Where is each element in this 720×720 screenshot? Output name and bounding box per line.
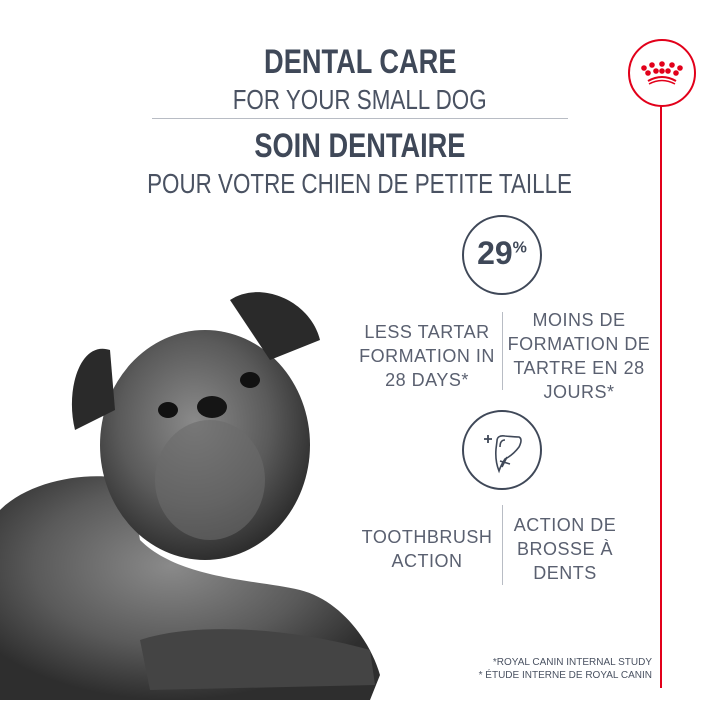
footnote-en: *ROYAL CANIN INTERNAL STUDY <box>492 657 652 668</box>
stat-circle: 29% <box>462 215 542 295</box>
royal-canin-logo <box>628 39 696 107</box>
stat-value: 29% <box>477 235 527 271</box>
benefit-2-fr: ACTION DE BROSSE À DENTS <box>513 515 617 583</box>
tooth-plus-icon <box>462 410 542 490</box>
footnote-fr: * ÉTUDE INTERNE DE ROYAL CANIN <box>478 670 652 681</box>
column-divider <box>502 312 503 390</box>
subtitle-fr: POUR VOTRE CHIEN DE PETITE TAILLE <box>147 168 573 199</box>
dog-photo <box>0 292 380 700</box>
brand-line <box>660 106 662 688</box>
benefit-1-fr: MOINS DE FORMATION DE TARTRE EN 28 JOURS* <box>507 310 651 402</box>
title-fr: SOIN DENTAIRE <box>254 127 466 165</box>
divider <box>152 118 568 119</box>
subtitle-en: FOR YOUR SMALL DOG <box>233 84 487 115</box>
title-en: DENTAL CARE <box>263 43 457 81</box>
benefit-1-en: LESS TARTAR FORMATION IN 28 DAYS* <box>359 322 495 390</box>
column-divider <box>502 505 503 585</box>
benefit-2-en: TOOTHBRUSH ACTION <box>361 527 493 571</box>
